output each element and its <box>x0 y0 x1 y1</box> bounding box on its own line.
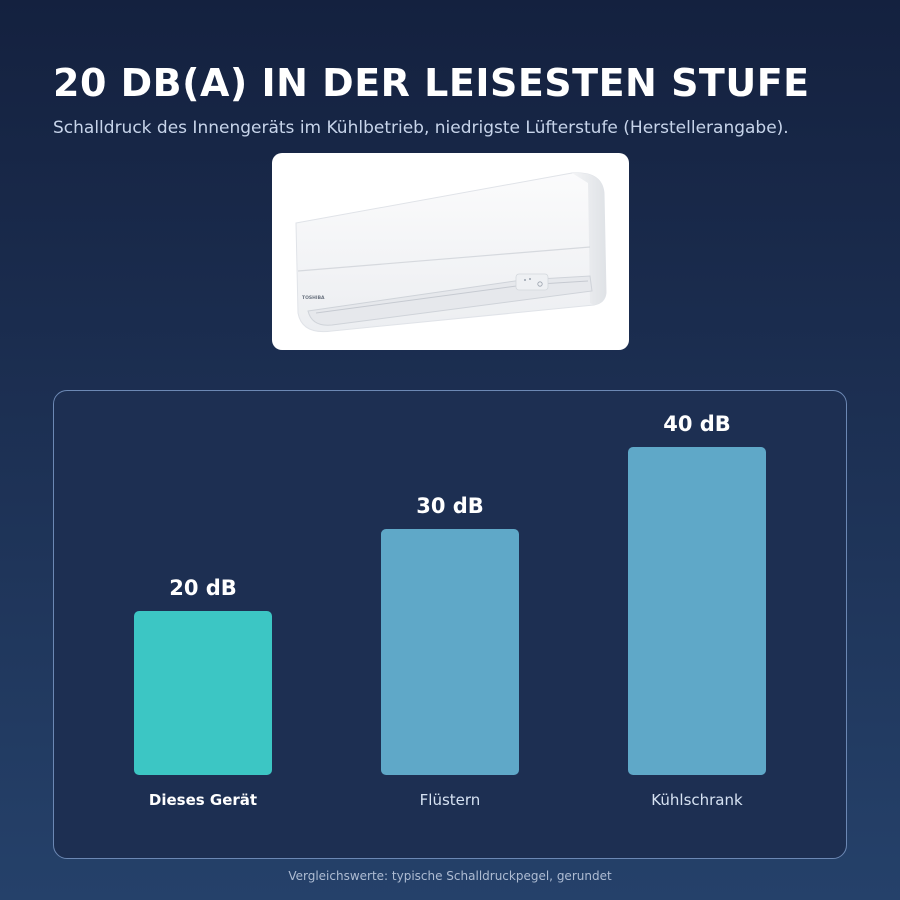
value-label-fluestern: 30 dB <box>416 494 484 518</box>
category-label-kuehlschrank: Kühlschrank <box>651 791 743 809</box>
air-conditioner-illustration: TOSHIBA <box>295 172 607 333</box>
bar-fluestern <box>381 529 519 775</box>
page-subtitle: Schalldruck des Innengeräts im Kühlbetri… <box>53 118 789 138</box>
page-title: 20 DB(A) IN DER LEISESTEN STUFE <box>53 61 810 105</box>
value-label-kuehlschrank: 40 dB <box>663 412 731 436</box>
noise-comparison-chart-panel: 20 dB Dieses Gerät 30 dB Flüstern 40 dB Kühls… <box>53 390 847 859</box>
bar-kuehlschrank <box>628 447 766 775</box>
category-label-dieses-geraet: Dieses Gerät <box>149 791 257 809</box>
category-label-fluestern: Flüstern <box>420 791 481 809</box>
noise-bar-chart: 20 dB Dieses Gerät 30 dB Flüstern 40 dB Kühls… <box>134 412 766 809</box>
brand-logo: TOSHIBA <box>302 295 325 301</box>
bar-dieses-geraet <box>134 611 272 775</box>
product-image-card: TOSHIBA <box>272 153 629 350</box>
value-label-dieses-geraet: 20 dB <box>169 576 237 600</box>
footnote: Vergleichswerte: typische Schalldruckpeg… <box>288 869 612 883</box>
